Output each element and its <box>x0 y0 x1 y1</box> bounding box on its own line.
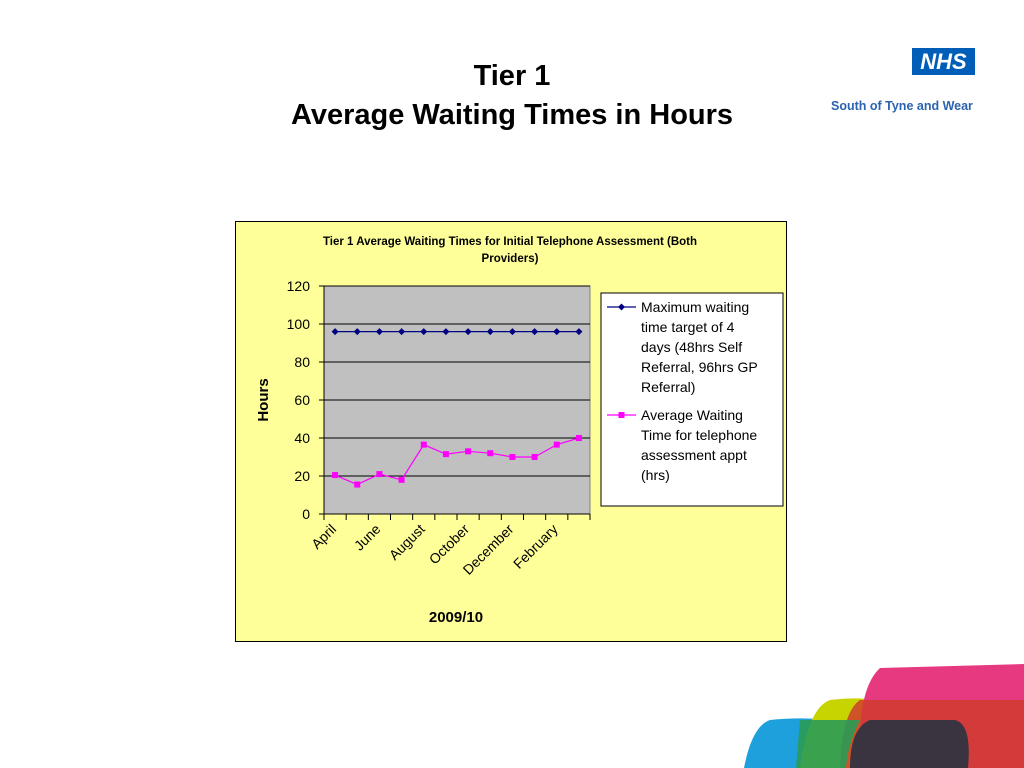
data-point-series-1 <box>553 328 561 336</box>
legend-entry-1: Maximum waiting <box>641 299 749 315</box>
nhs-logo-text: NHS <box>920 49 967 74</box>
y-tick-label: 120 <box>287 278 311 294</box>
data-point-series-2 <box>354 481 361 488</box>
data-point-series-1 <box>331 328 339 336</box>
y-axis-label: Hours <box>255 378 272 421</box>
x-tick-label: February <box>510 521 561 572</box>
legend: Maximum waiting time target of 4 days (48h… <box>607 299 758 483</box>
data-point-series-2 <box>509 454 516 460</box>
legend-box <box>600 292 784 507</box>
data-point-series-1 <box>375 328 383 336</box>
slide-title: Tier 1 <box>473 60 551 92</box>
x-tick-label: April <box>308 521 339 552</box>
data-point-series-2 <box>420 441 427 448</box>
x-axis-label: 2009/10 <box>429 609 483 626</box>
data-point-series-2 <box>465 448 472 455</box>
data-point-series-1 <box>353 328 361 336</box>
slide-subtitle: Average Waiting Times in Hours <box>290 99 734 131</box>
data-point-series-1 <box>420 328 428 336</box>
legend-entry-2: assessment appt <box>641 447 747 463</box>
data-point-series-1 <box>464 328 472 336</box>
y-tick-labels: 0 20 40 60 80 100 120 <box>287 278 311 522</box>
y-tick-label: 100 <box>287 316 311 332</box>
legend-entry-2: Average Waiting <box>641 407 743 423</box>
data-point-series-2 <box>575 435 582 441</box>
data-point-series-1 <box>398 328 406 336</box>
nhs-logo: NHS <box>912 48 975 75</box>
legend-entry-1: days (48hrs Self <box>641 339 742 355</box>
legend-entry-2: (hrs) <box>641 467 670 483</box>
legend-entry-1: Referral, 96hrs GP <box>641 359 758 375</box>
nhs-region-label: South of Tyne and Wear <box>831 99 973 113</box>
gridlines <box>319 285 590 515</box>
y-tick-label: 40 <box>294 430 310 446</box>
y-tick-label: 20 <box>294 468 310 484</box>
data-point-series-2 <box>376 471 383 478</box>
data-point-series-2 <box>442 451 449 458</box>
data-point-series-2 <box>531 454 538 460</box>
y-tick-label: 60 <box>294 392 310 408</box>
data-point-series-2 <box>553 441 560 448</box>
y-tick-label: 0 <box>302 506 310 522</box>
legend-marker-2 <box>618 412 625 418</box>
chart-title-line2: Providers) <box>482 253 539 265</box>
legend-entry-1: Referral) <box>641 379 695 395</box>
axes <box>323 286 591 520</box>
data-point-series-2 <box>487 450 494 457</box>
legend-entry-1: time target of 4 <box>641 319 735 335</box>
data-point-series-1 <box>575 328 583 336</box>
x-tick-label: June <box>351 521 384 554</box>
series-line-2 <box>334 437 580 486</box>
legend-entry-2: Time for telephone <box>641 427 757 443</box>
data-point-series-1 <box>442 328 450 336</box>
data-point-series-1 <box>508 328 516 336</box>
data-point-series-2 <box>332 472 339 479</box>
legend-marker-1 <box>618 303 625 311</box>
data-point-series-2 <box>398 476 405 483</box>
x-tick-label: August <box>386 521 428 563</box>
y-tick-label: 80 <box>294 354 310 370</box>
data-point-series-1 <box>531 328 539 336</box>
data-point-series-1 <box>486 328 494 336</box>
series-layer <box>331 328 583 488</box>
chart-title-line1: Tier 1 Average Waiting Times for Initial… <box>323 236 697 248</box>
